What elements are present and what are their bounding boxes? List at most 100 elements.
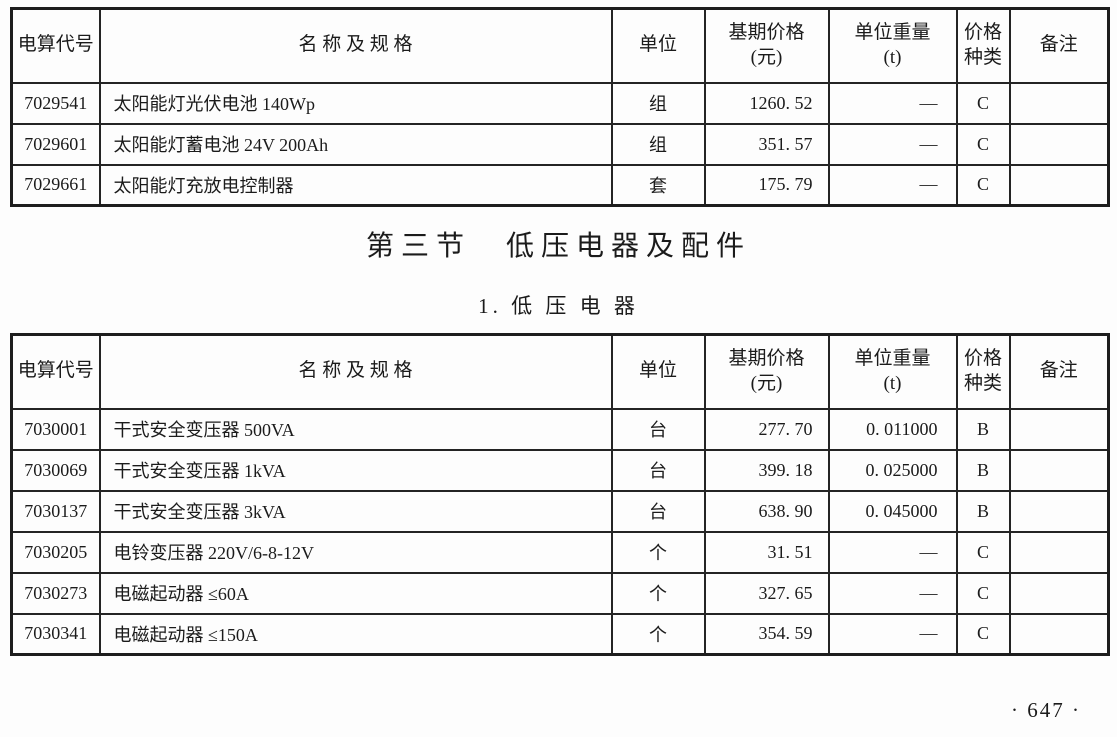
cell-remarks [1008, 407, 1110, 451]
header-price-type: 价格 种类 [955, 7, 1011, 84]
cell-base-price: 277. 70 [703, 407, 830, 451]
cell-name-spec: 电铃变压器 220V/6-8-12V [98, 530, 613, 574]
cell-unit-weight: — [827, 163, 958, 207]
cell-code: 7029541 [10, 81, 101, 125]
price-table-solar-lamps: 电算代号 名 称 及 规 格 单位 基期价格 (元) 单位重量 (t) 价格 种… [10, 7, 1110, 207]
cell-price-type: B [955, 448, 1011, 492]
cell-remarks [1008, 489, 1110, 533]
cell-unit-weight: 0. 011000 [827, 407, 958, 451]
header-base-price-line2: (元) [750, 372, 783, 394]
cell-code: 7030069 [10, 448, 101, 492]
cell-code: 7030273 [10, 571, 101, 615]
cell-unit-weight: — [827, 81, 958, 125]
price-table-low-voltage: 电算代号 名 称 及 规 格 单位 基期价格 (元) 单位重量 (t) 价格 种… [10, 333, 1110, 656]
cell-code: 7030001 [10, 407, 101, 451]
table-header-row: 电算代号 名 称 及 规 格 单位 基期价格 (元) 单位重量 (t) 价格 种… [10, 7, 1110, 84]
cell-unit-weight: — [827, 530, 958, 574]
cell-name-spec: 太阳能灯光伏电池 140Wp [98, 81, 613, 125]
cell-price-type: C [955, 571, 1011, 615]
cell-unit: 台 [610, 448, 706, 492]
cell-base-price: 638. 90 [703, 489, 830, 533]
header-base-price-line1: 基期价格 [728, 22, 805, 44]
cell-price-type: C [955, 163, 1011, 207]
table-row: 7029661 太阳能灯充放电控制器 套 175. 79 — C [10, 163, 1110, 207]
table-row: 7030001 干式安全变压器 500VA 台 277. 70 0. 01100… [10, 407, 1110, 451]
table-row: 7029541 太阳能灯光伏电池 140Wp 组 1260. 52 — C [10, 81, 1110, 125]
cell-code: 7030205 [10, 530, 101, 574]
table-row: 7029601 太阳能灯蓄电池 24V 200Ah 组 351. 57 — C [10, 122, 1110, 166]
cell-price-type: C [955, 122, 1011, 166]
cell-name-spec: 太阳能灯充放电控制器 [98, 163, 613, 207]
table-row: 7030137 干式安全变压器 3kVA 台 638. 90 0. 045000… [10, 489, 1110, 533]
cell-price-type: B [955, 489, 1011, 533]
cell-unit: 个 [610, 612, 706, 656]
cell-unit-weight: 0. 045000 [827, 489, 958, 533]
cell-name-spec: 太阳能灯蓄电池 24V 200Ah [98, 122, 613, 166]
cell-price-type: C [955, 612, 1011, 656]
cell-price-type: B [955, 407, 1011, 451]
cell-name-spec: 干式安全变压器 500VA [98, 407, 613, 451]
cell-unit-weight: 0. 025000 [827, 448, 958, 492]
cell-price-type: C [955, 81, 1011, 125]
header-remarks: 备注 [1008, 333, 1110, 410]
header-base-price-line2: (元) [750, 46, 783, 68]
table-row: 7030341 电磁起动器 ≤150A 个 354. 59 — C [10, 612, 1110, 656]
cell-name-spec: 电磁起动器 ≤150A [98, 612, 613, 656]
cell-unit: 组 [610, 122, 706, 166]
header-unit-weight-line1: 单位重量 [854, 22, 931, 44]
cell-name-spec: 干式安全变压器 3kVA [98, 489, 613, 533]
header-code: 电算代号 [10, 333, 101, 410]
header-base-price: 基期价格 (元) [703, 7, 830, 84]
header-name-spec: 名 称 及 规 格 [98, 7, 613, 84]
cell-base-price: 175. 79 [703, 163, 830, 207]
cell-unit: 台 [610, 407, 706, 451]
header-unit-weight-line2: (t) [883, 46, 902, 68]
cell-remarks [1008, 612, 1110, 656]
header-unit-weight-line1: 单位重量 [854, 348, 931, 370]
header-code: 电算代号 [10, 7, 101, 84]
cell-unit: 套 [610, 163, 706, 207]
cell-price-type: C [955, 530, 1011, 574]
header-unit-weight-line2: (t) [883, 372, 902, 394]
cell-remarks [1008, 81, 1110, 125]
cell-base-price: 351. 57 [703, 122, 830, 166]
header-name-spec: 名 称 及 规 格 [98, 333, 613, 410]
cell-base-price: 1260. 52 [703, 81, 830, 125]
table-row: 7030069 干式安全变压器 1kVA 台 399. 18 0. 025000… [10, 448, 1110, 492]
table-row: 7030273 电磁起动器 ≤60A 个 327. 65 — C [10, 571, 1110, 615]
cell-unit-weight: — [827, 571, 958, 615]
cell-unit: 个 [610, 571, 706, 615]
cell-code: 7029661 [10, 163, 101, 207]
cell-unit-weight: — [827, 122, 958, 166]
header-base-price: 基期价格 (元) [703, 333, 830, 410]
cell-base-price: 31. 51 [703, 530, 830, 574]
cell-unit: 组 [610, 81, 706, 125]
cell-unit-weight: — [827, 612, 958, 656]
header-price-type: 价格 种类 [955, 333, 1011, 410]
cell-base-price: 354. 59 [703, 612, 830, 656]
header-base-price-line1: 基期价格 [728, 348, 805, 370]
table-row: 7030205 电铃变压器 220V/6-8-12V 个 31. 51 — C [10, 530, 1110, 574]
header-unit-weight: 单位重量 (t) [827, 7, 958, 84]
header-unit-weight: 单位重量 (t) [827, 333, 958, 410]
cell-remarks [1008, 122, 1110, 166]
cell-remarks [1008, 448, 1110, 492]
cell-base-price: 399. 18 [703, 448, 830, 492]
cell-remarks [1008, 571, 1110, 615]
header-price-type-line2: 种类 [963, 46, 1002, 68]
cell-code: 7030137 [10, 489, 101, 533]
header-price-type-line1: 价格 [963, 22, 1002, 44]
cell-code: 7029601 [10, 122, 101, 166]
section-title: 第三节 低压电器及配件 [365, 231, 751, 262]
cell-unit: 个 [610, 530, 706, 574]
cell-remarks [1008, 163, 1110, 207]
page-number: · 647 · [1011, 698, 1081, 722]
cell-name-spec: 干式安全变压器 1kVA [98, 448, 613, 492]
cell-code: 7030341 [10, 612, 101, 656]
cell-unit: 台 [610, 489, 706, 533]
subsection-title: 1. 低 压 电 器 [478, 294, 639, 318]
cell-name-spec: 电磁起动器 ≤60A [98, 571, 613, 615]
header-unit: 单位 [610, 333, 706, 410]
header-remarks: 备注 [1008, 7, 1110, 84]
